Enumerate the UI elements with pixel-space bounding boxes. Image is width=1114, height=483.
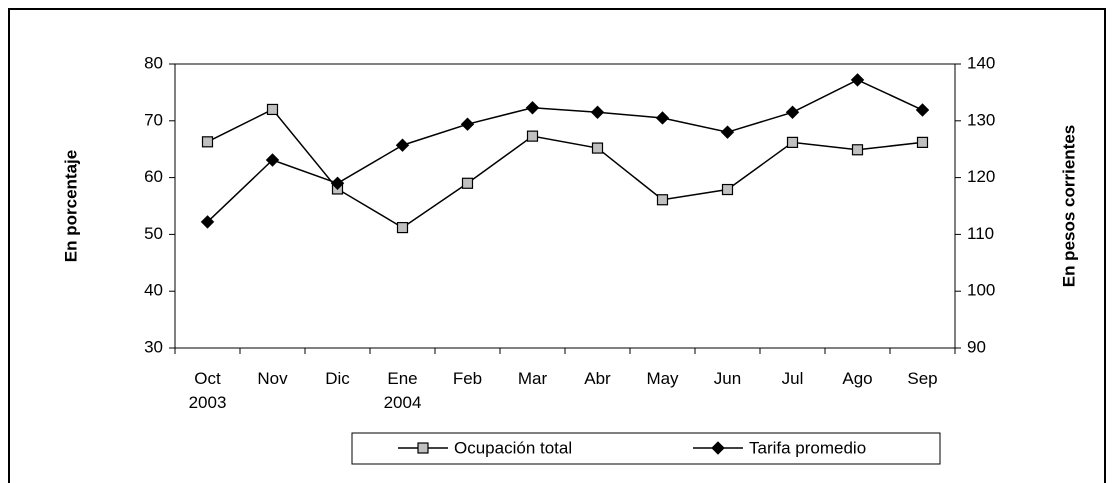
marker <box>201 136 214 148</box>
marker <box>850 73 865 87</box>
x-tick-label: Ene 2004 <box>383 369 422 412</box>
marker <box>656 194 669 206</box>
y2-tick-label: 110 <box>967 224 994 243</box>
y-tick-label: 60 <box>144 167 163 186</box>
legend-label: Tarifa promedio <box>749 438 866 457</box>
series-line <box>207 108 923 229</box>
series-line <box>206 79 923 223</box>
y2-tick-label: 100 <box>967 281 995 300</box>
marker <box>916 136 929 148</box>
marker <box>785 105 800 119</box>
y-axis-label: En porcentaje <box>61 150 80 262</box>
y2-tick-label: 130 <box>967 110 995 129</box>
marker <box>851 144 864 156</box>
frame <box>8 8 1106 483</box>
y-tick-label: 40 <box>144 281 163 300</box>
marker <box>915 103 930 117</box>
marker <box>720 125 735 139</box>
x-tick-label: Nov <box>257 369 288 388</box>
marker <box>461 177 474 189</box>
plot-area <box>174 63 956 349</box>
marker <box>590 105 605 119</box>
marker <box>655 111 670 125</box>
y2-axis-label: En pesos corrientes <box>1059 125 1078 288</box>
y2-tick-label: 120 <box>967 167 995 186</box>
x-tick-label: Jul <box>781 369 804 388</box>
x-tick-label: Sep <box>907 369 938 388</box>
y2-tick-label: 90 <box>967 337 986 356</box>
marker <box>525 101 540 115</box>
marker <box>721 183 734 196</box>
marker <box>460 117 475 131</box>
marker <box>526 130 539 142</box>
x-tick-label: May <box>646 369 679 388</box>
marker <box>266 103 279 116</box>
y-tick-label: 70 <box>144 110 163 129</box>
x-tick-label: Ago <box>842 369 873 388</box>
marker <box>395 138 410 152</box>
x-tick-label: Oct 2003 <box>188 369 227 412</box>
marker <box>711 441 725 455</box>
y-tick-label: 80 <box>144 53 163 72</box>
y-tick-label: 30 <box>144 337 163 356</box>
x-tick-label: Jun <box>713 369 742 388</box>
marker <box>200 215 215 229</box>
y-tick-label: 50 <box>144 224 163 243</box>
marker <box>417 442 429 454</box>
marker <box>330 176 345 190</box>
marker <box>591 142 604 154</box>
y2-tick-label: 140 <box>967 53 995 72</box>
legend <box>351 432 941 465</box>
marker <box>265 153 280 167</box>
marker <box>786 136 799 148</box>
x-tick-label: Dic <box>325 369 350 388</box>
legend-label: Ocupación total <box>454 438 572 457</box>
marker <box>396 221 409 234</box>
x-tick-label: Mar <box>517 369 548 388</box>
x-tick-label: Feb <box>452 369 483 388</box>
x-tick-label: Abr <box>584 369 611 388</box>
